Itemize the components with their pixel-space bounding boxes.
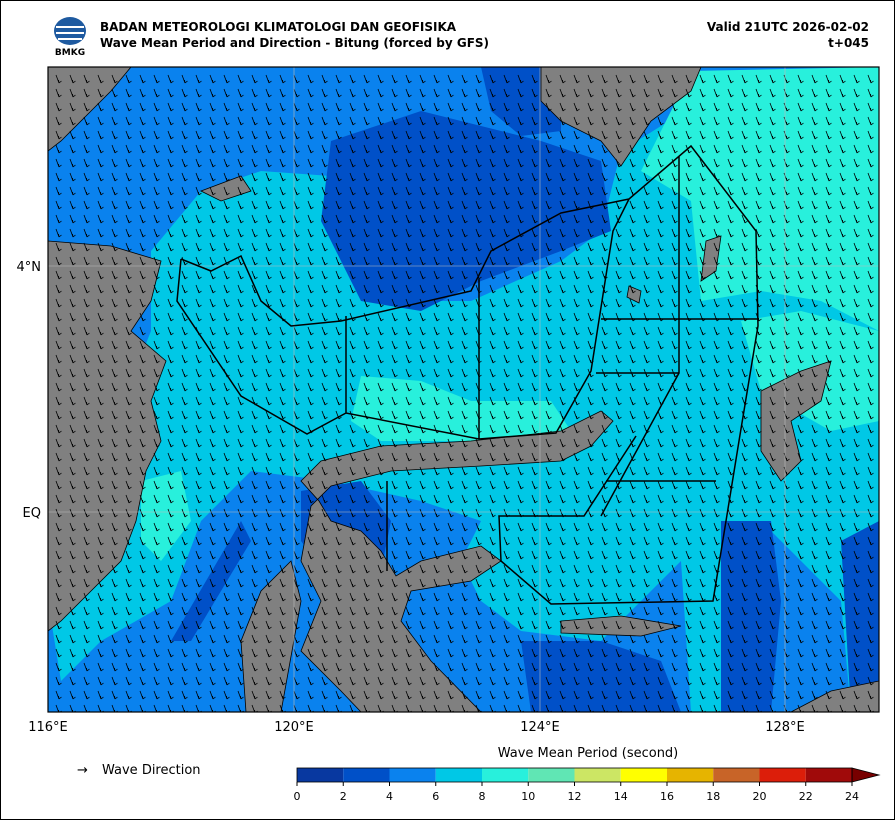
colorbar-bin (574, 768, 621, 782)
map-frame (47, 66, 880, 713)
colorbar-tick-label: 20 (753, 790, 767, 803)
colorbar-bin (759, 768, 806, 782)
land-seram (790, 680, 879, 712)
legend-label: Wave Direction (102, 763, 201, 778)
colorbar-tick-label: 12 (568, 790, 582, 803)
colorbar-tick-label: 8 (479, 790, 486, 803)
lat-label: 4°N (17, 260, 42, 275)
lon-label: 116°E (28, 720, 68, 735)
colorbar-tick-label: 4 (386, 790, 393, 803)
colorbar-bin (713, 768, 760, 782)
colorbar-tick-label: 18 (706, 790, 720, 803)
colorbar-tick-label: 22 (799, 790, 813, 803)
legend-arrow: → (77, 763, 88, 778)
lat-label: EQ (23, 506, 41, 521)
colorbar-bin (620, 768, 667, 782)
colorbar-bin (297, 768, 344, 782)
colorbar-tick-label: 24 (845, 790, 859, 803)
colorbar-extend (851, 767, 881, 783)
colorbar-tick-label: 14 (614, 790, 628, 803)
land-sula (560, 615, 682, 637)
colorbar-bin (435, 768, 482, 782)
header-valid: Valid 21UTC 2026-02-02 (707, 20, 869, 34)
colorbar-bin (805, 768, 852, 782)
logo-text: BMKG (55, 48, 85, 58)
header-subtitle: Wave Mean Period and Direction - Bitung … (100, 36, 489, 50)
header-org: BADAN METEOROLOGI KLIMATOLOGI DAN GEOFIS… (100, 20, 457, 34)
wave-direction-arrows (55, 74, 874, 712)
colorbar-tick-label: 16 (660, 790, 674, 803)
land-borneo (48, 240, 167, 632)
map (48, 67, 879, 712)
period-zone (721, 521, 781, 712)
logo-globe (54, 17, 86, 45)
colorbar-bin (389, 768, 436, 782)
colorbar-tick-label: 2 (340, 790, 347, 803)
bitung-zones (176, 144, 759, 605)
colorbar-bin (482, 768, 529, 782)
colorbar: 0 2 4 6 8 10 12 14 16 18 20 22 24 (294, 767, 881, 803)
lon-label: 128°E (765, 720, 805, 735)
graticule (48, 67, 879, 712)
logo-lines (56, 26, 84, 40)
colorbar-tick-label: 0 (294, 790, 301, 803)
colorbar-bin (343, 768, 390, 782)
land-island (626, 285, 642, 304)
period-zone (141, 471, 191, 561)
colorbar-label: Wave Mean Period (second) (498, 746, 679, 761)
colorbar-bin (528, 768, 575, 782)
colorbar-bin (667, 768, 714, 782)
lon-label: 120°E (274, 720, 314, 735)
logo: BMKG (54, 17, 86, 58)
colorbar-tick-label: 10 (521, 790, 535, 803)
land-halmahera (760, 360, 832, 482)
lon-label: 124°E (520, 720, 560, 735)
colorbar-tick-label: 6 (432, 790, 439, 803)
header-step: t+045 (828, 36, 869, 50)
